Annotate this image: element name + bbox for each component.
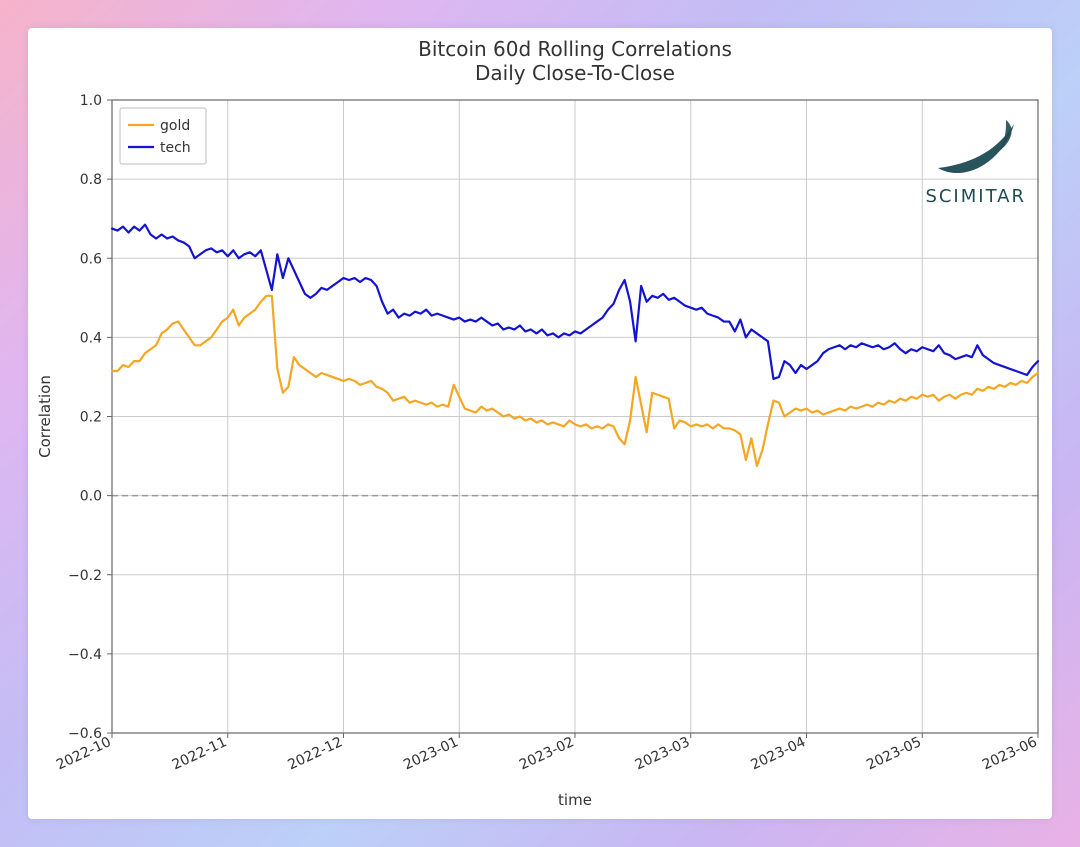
legend: gold tech bbox=[120, 108, 206, 164]
svg-text:−0.4: −0.4 bbox=[68, 647, 102, 663]
x-axis-label: time bbox=[558, 791, 592, 809]
chart-panel: Bitcoin 60d Rolling CorrelationsDaily Cl… bbox=[28, 28, 1052, 819]
x-axis: 2022-102022-112022-122023-012023-022023-… bbox=[54, 733, 1040, 773]
svg-text:2023-06: 2023-06 bbox=[980, 734, 1040, 773]
svg-text:2023-04: 2023-04 bbox=[748, 734, 808, 773]
svg-text:2023-03: 2023-03 bbox=[633, 734, 693, 773]
gradient-frame: Bitcoin 60d Rolling CorrelationsDaily Cl… bbox=[0, 0, 1080, 847]
svg-text:0.2: 0.2 bbox=[80, 410, 102, 426]
legend-item-tech: tech bbox=[160, 140, 191, 156]
chart-title-line1: Bitcoin 60d Rolling Correlations bbox=[418, 37, 732, 61]
svg-text:0.0: 0.0 bbox=[80, 489, 102, 505]
svg-text:2023-01: 2023-01 bbox=[401, 734, 461, 773]
svg-text:2022-12: 2022-12 bbox=[285, 734, 345, 773]
svg-text:0.8: 0.8 bbox=[80, 172, 102, 188]
svg-text:1.0: 1.0 bbox=[80, 93, 102, 109]
svg-text:2022-11: 2022-11 bbox=[170, 734, 230, 773]
watermark-logo: SCIMITAR bbox=[925, 120, 1026, 207]
watermark-text: SCIMITAR bbox=[925, 186, 1026, 207]
grid bbox=[112, 100, 1038, 733]
svg-text:2023-05: 2023-05 bbox=[864, 734, 924, 773]
chart-title-line2: Daily Close-To-Close bbox=[475, 61, 675, 85]
y-axis-label: Correlation bbox=[36, 375, 54, 458]
svg-text:2023-02: 2023-02 bbox=[517, 734, 577, 773]
svg-text:−0.2: −0.2 bbox=[68, 568, 102, 584]
svg-text:0.6: 0.6 bbox=[80, 251, 102, 267]
correlation-chart: Bitcoin 60d Rolling CorrelationsDaily Cl… bbox=[28, 28, 1052, 819]
svg-text:0.4: 0.4 bbox=[80, 330, 102, 346]
legend-item-gold: gold bbox=[160, 118, 190, 134]
y-axis: −0.6−0.4−0.20.00.20.40.60.81.0 bbox=[68, 93, 112, 742]
